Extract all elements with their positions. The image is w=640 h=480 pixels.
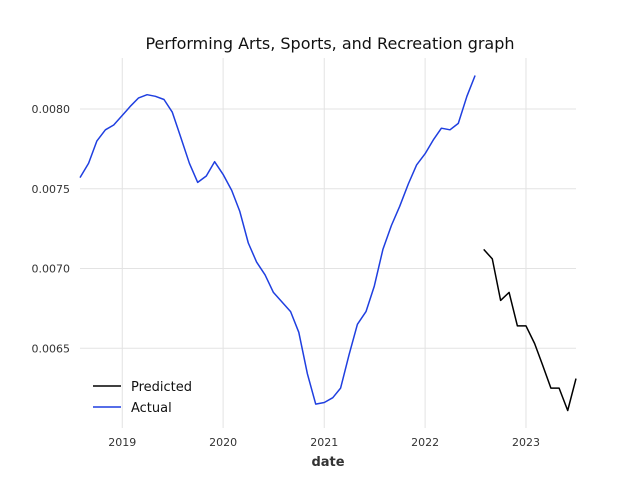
- x-tick-label: 2023: [512, 436, 540, 449]
- y-tick-label: 0.0080: [32, 103, 71, 116]
- legend: Predicted Actual: [93, 380, 192, 416]
- y-tick-label: 0.0065: [32, 342, 71, 355]
- x-tick-label: 2019: [108, 436, 136, 449]
- y-axis-ticks: 0.0065 0.0070 0.0075 0.0080: [32, 103, 71, 355]
- series-line-actual: [79, 75, 476, 405]
- x-tick-label: 2021: [310, 436, 338, 449]
- x-axis-label: date: [311, 455, 344, 470]
- y-tick-label: 0.0075: [32, 183, 71, 196]
- series-line-predicted: [483, 248, 577, 412]
- legend-label-actual: Actual: [131, 401, 172, 416]
- y-tick-label: 0.0070: [32, 263, 71, 276]
- chart-title: Performing Arts, Sports, and Recreation …: [145, 34, 514, 53]
- legend-label-predicted: Predicted: [131, 380, 192, 395]
- x-axis-ticks: 2019 2020 2021 2022 2023: [108, 436, 540, 449]
- grid-lines: [80, 58, 576, 428]
- x-tick-label: 2022: [411, 436, 439, 449]
- x-tick-label: 2020: [209, 436, 237, 449]
- series-lines: [79, 75, 577, 412]
